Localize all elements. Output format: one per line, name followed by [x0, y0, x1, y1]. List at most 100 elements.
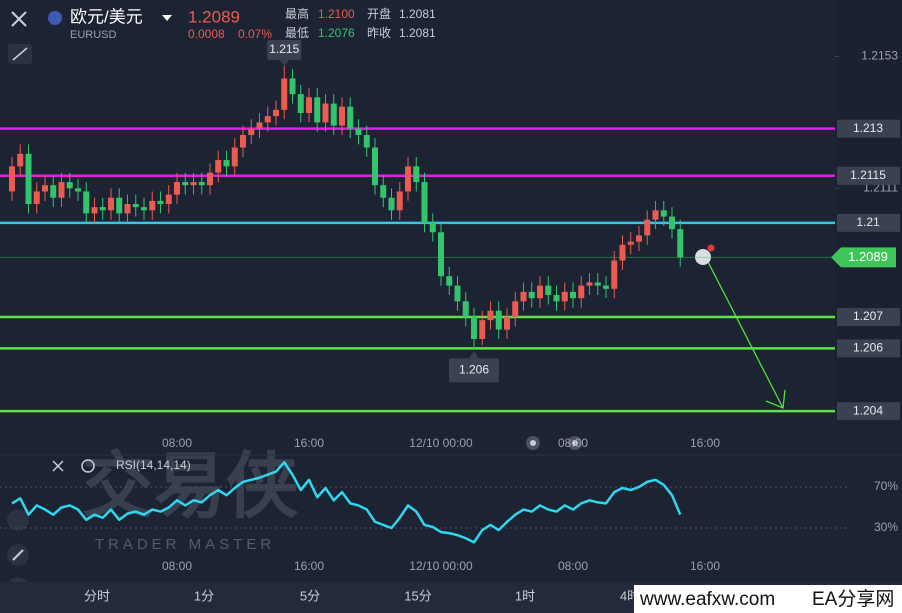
candle-body: [83, 191, 90, 214]
candle-body: [363, 134, 370, 148]
tab[interactable]: 15分: [404, 588, 431, 603]
candle-body: [570, 291, 576, 299]
x-tick-label: 12/10 00:00: [409, 559, 473, 573]
candle-body: [198, 182, 205, 186]
candle-body: [281, 78, 288, 110]
candle-body: [108, 197, 114, 211]
tab[interactable]: 5分: [300, 588, 320, 603]
candle-body: [339, 106, 345, 126]
candle-body: [479, 320, 486, 339]
price: 1.2089: [188, 7, 240, 26]
candle-body: [396, 191, 403, 211]
title: 欧元/美元: [70, 7, 143, 26]
candle-body: [454, 285, 461, 302]
x-tick-label: 08:00: [162, 559, 192, 573]
label: 最低: [285, 26, 309, 40]
candle-body: [190, 182, 197, 186]
candle-body: [33, 191, 40, 205]
candle-body: [660, 210, 667, 217]
rsi-close: [52, 460, 64, 472]
candle-body: [240, 134, 246, 148]
site-watermark-name: EA分享网: [812, 588, 894, 610]
change: 0.0008: [188, 27, 225, 41]
collapse-button[interactable]: [8, 44, 32, 64]
last-price-tag: [831, 247, 896, 268]
candle-body: [553, 295, 560, 302]
price-tag-label: 1.207: [853, 309, 883, 323]
draw-icon: [12, 549, 24, 561]
candle-body: [207, 172, 213, 186]
price-tag-label: 1.213: [853, 121, 883, 135]
info-icon[interactable]: [695, 249, 711, 265]
candle-body: [91, 207, 98, 214]
candle-body: [17, 153, 24, 167]
candle-body: [594, 282, 601, 286]
rsi-settings[interactable]: [81, 459, 95, 473]
x-tick-label: 16:00: [294, 559, 324, 573]
candle-body: [520, 291, 527, 302]
x-tick-label: 16:00: [690, 559, 720, 573]
scroll-dot-inner: [572, 440, 578, 446]
dropdown[interactable]: [162, 15, 172, 21]
tab[interactable]: 1时: [515, 588, 535, 603]
candle-body: [586, 282, 593, 286]
candle-body: [223, 160, 230, 167]
y-tick-label: 1.2153: [861, 49, 898, 63]
alert-dot: [707, 244, 715, 252]
site-watermark: www.eafxw.com: [639, 589, 775, 610]
candle-body: [355, 128, 362, 135]
tab[interactable]: 1分: [194, 588, 214, 603]
candle-body: [644, 219, 651, 236]
price-tag-label: 1.21: [856, 215, 880, 229]
price-tag-label: 1.206: [853, 341, 883, 355]
value: 1.2081: [399, 26, 436, 40]
candle-body: [248, 128, 255, 135]
x-tick-label: 16:00: [294, 436, 324, 450]
change-pct: 0.07%: [238, 27, 272, 41]
candle-body: [116, 197, 123, 214]
candle-body: [446, 276, 453, 286]
value: 1.2100: [318, 7, 355, 21]
candle-body: [669, 216, 675, 230]
x-tick-label: 08:00: [558, 436, 588, 450]
candle-body: [306, 97, 312, 113]
candle-body: [25, 153, 32, 205]
annotation-box: [449, 358, 499, 383]
candle-body: [471, 317, 477, 339]
price-tag: [837, 308, 900, 327]
candle-body: [256, 122, 263, 129]
close-button[interactable]: [11, 11, 27, 27]
candle-body: [157, 200, 164, 205]
candle-body: [141, 207, 147, 211]
candle-body: [149, 200, 156, 211]
price-tag: [837, 213, 900, 232]
candle-body: [9, 166, 15, 192]
candle-body: [652, 210, 659, 220]
tab[interactable]: 分时: [84, 588, 110, 603]
annotation-pointer: [469, 351, 479, 359]
candle-body: [380, 185, 387, 198]
candle-body: [578, 285, 585, 299]
candle-body: [322, 103, 329, 123]
x-tick-label: 08:00: [162, 436, 192, 450]
price-tag: [837, 402, 900, 421]
candle-body: [627, 241, 634, 245]
candle-body: [50, 185, 57, 198]
tool-button[interactable]: [7, 509, 29, 531]
rsi-line: [11, 461, 682, 544]
trend-arrow: [705, 257, 784, 409]
candle-body: [372, 147, 378, 186]
candle-body: [231, 147, 238, 167]
candle-body: [165, 194, 172, 205]
candle-body: [611, 260, 618, 289]
symbol: EURUSD: [70, 29, 117, 41]
candle-body: [512, 301, 519, 318]
candle-body: [388, 197, 395, 211]
value: 1.2076: [318, 26, 355, 40]
label: 最高: [285, 6, 309, 21]
candle-body: [636, 235, 642, 242]
candle-body: [124, 204, 131, 214]
candle-body: [462, 301, 469, 318]
candle-body: [314, 97, 321, 123]
candle-body: [273, 109, 279, 117]
